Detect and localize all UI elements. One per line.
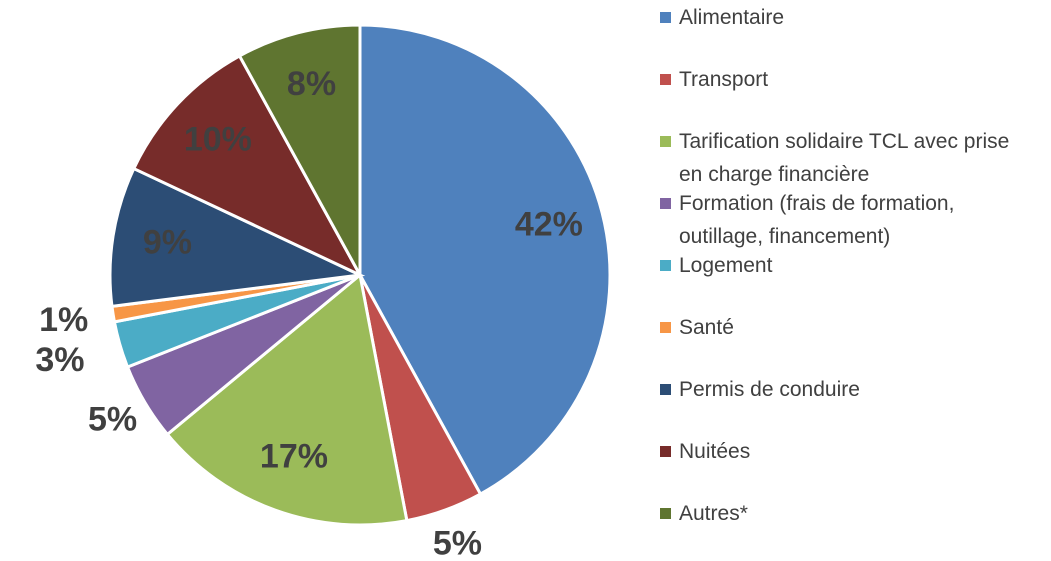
pie-slice <box>237 23 362 276</box>
data-label: 9% <box>143 223 192 261</box>
legend-swatch <box>660 322 671 333</box>
legend-item: Logement <box>660 249 1030 282</box>
legend-item: Alimentaire <box>660 1 1030 34</box>
legend-label: Santé <box>679 316 734 339</box>
data-label: 17% <box>260 437 328 475</box>
chart: 42%5%17%5%3%1%9%10%8% <box>35 23 612 561</box>
legend-swatch <box>660 384 671 395</box>
legend-item: Permis de conduire <box>660 373 1030 406</box>
legend-label: Formation (frais de formation, outillage… <box>679 192 955 248</box>
pie-slice <box>108 166 366 309</box>
legend-item: Autres* <box>660 497 1030 530</box>
legend-swatch <box>660 198 671 209</box>
pie-slice <box>165 272 409 527</box>
data-label: 8% <box>287 65 336 103</box>
legend-item: Tarification solidaire TCL avec prise en… <box>660 125 1030 191</box>
data-label: 42% <box>515 205 583 243</box>
legend-label: Tarification solidaire TCL avec prise en… <box>679 130 1010 186</box>
data-label: 3% <box>35 341 84 379</box>
legend-swatch <box>660 12 671 23</box>
data-label: 5% <box>88 400 137 438</box>
data-label: 10% <box>184 120 252 158</box>
pie-slice <box>358 23 612 497</box>
pie-slice <box>131 53 364 279</box>
legend-item: Nuitées <box>660 435 1030 468</box>
legend-swatch <box>660 74 671 85</box>
legend-item: Formation (frais de formation, outillage… <box>660 187 1030 253</box>
data-label: 5% <box>433 524 482 561</box>
legend-label: Nuitées <box>679 440 751 463</box>
data-label: 1% <box>39 301 88 339</box>
legend-item: Transport <box>660 63 1030 96</box>
legend-swatch <box>660 508 671 519</box>
legend-swatch <box>660 446 671 457</box>
legend-label: Transport <box>679 68 769 91</box>
legend-swatch <box>660 260 671 271</box>
legend-label: Permis de conduire <box>679 378 860 401</box>
legend-label: Logement <box>679 254 773 277</box>
legend-label: Alimentaire <box>679 6 785 29</box>
legend-item: Santé <box>660 311 1030 344</box>
legend-label: Autres* <box>679 502 748 525</box>
legend-swatch <box>660 136 671 147</box>
